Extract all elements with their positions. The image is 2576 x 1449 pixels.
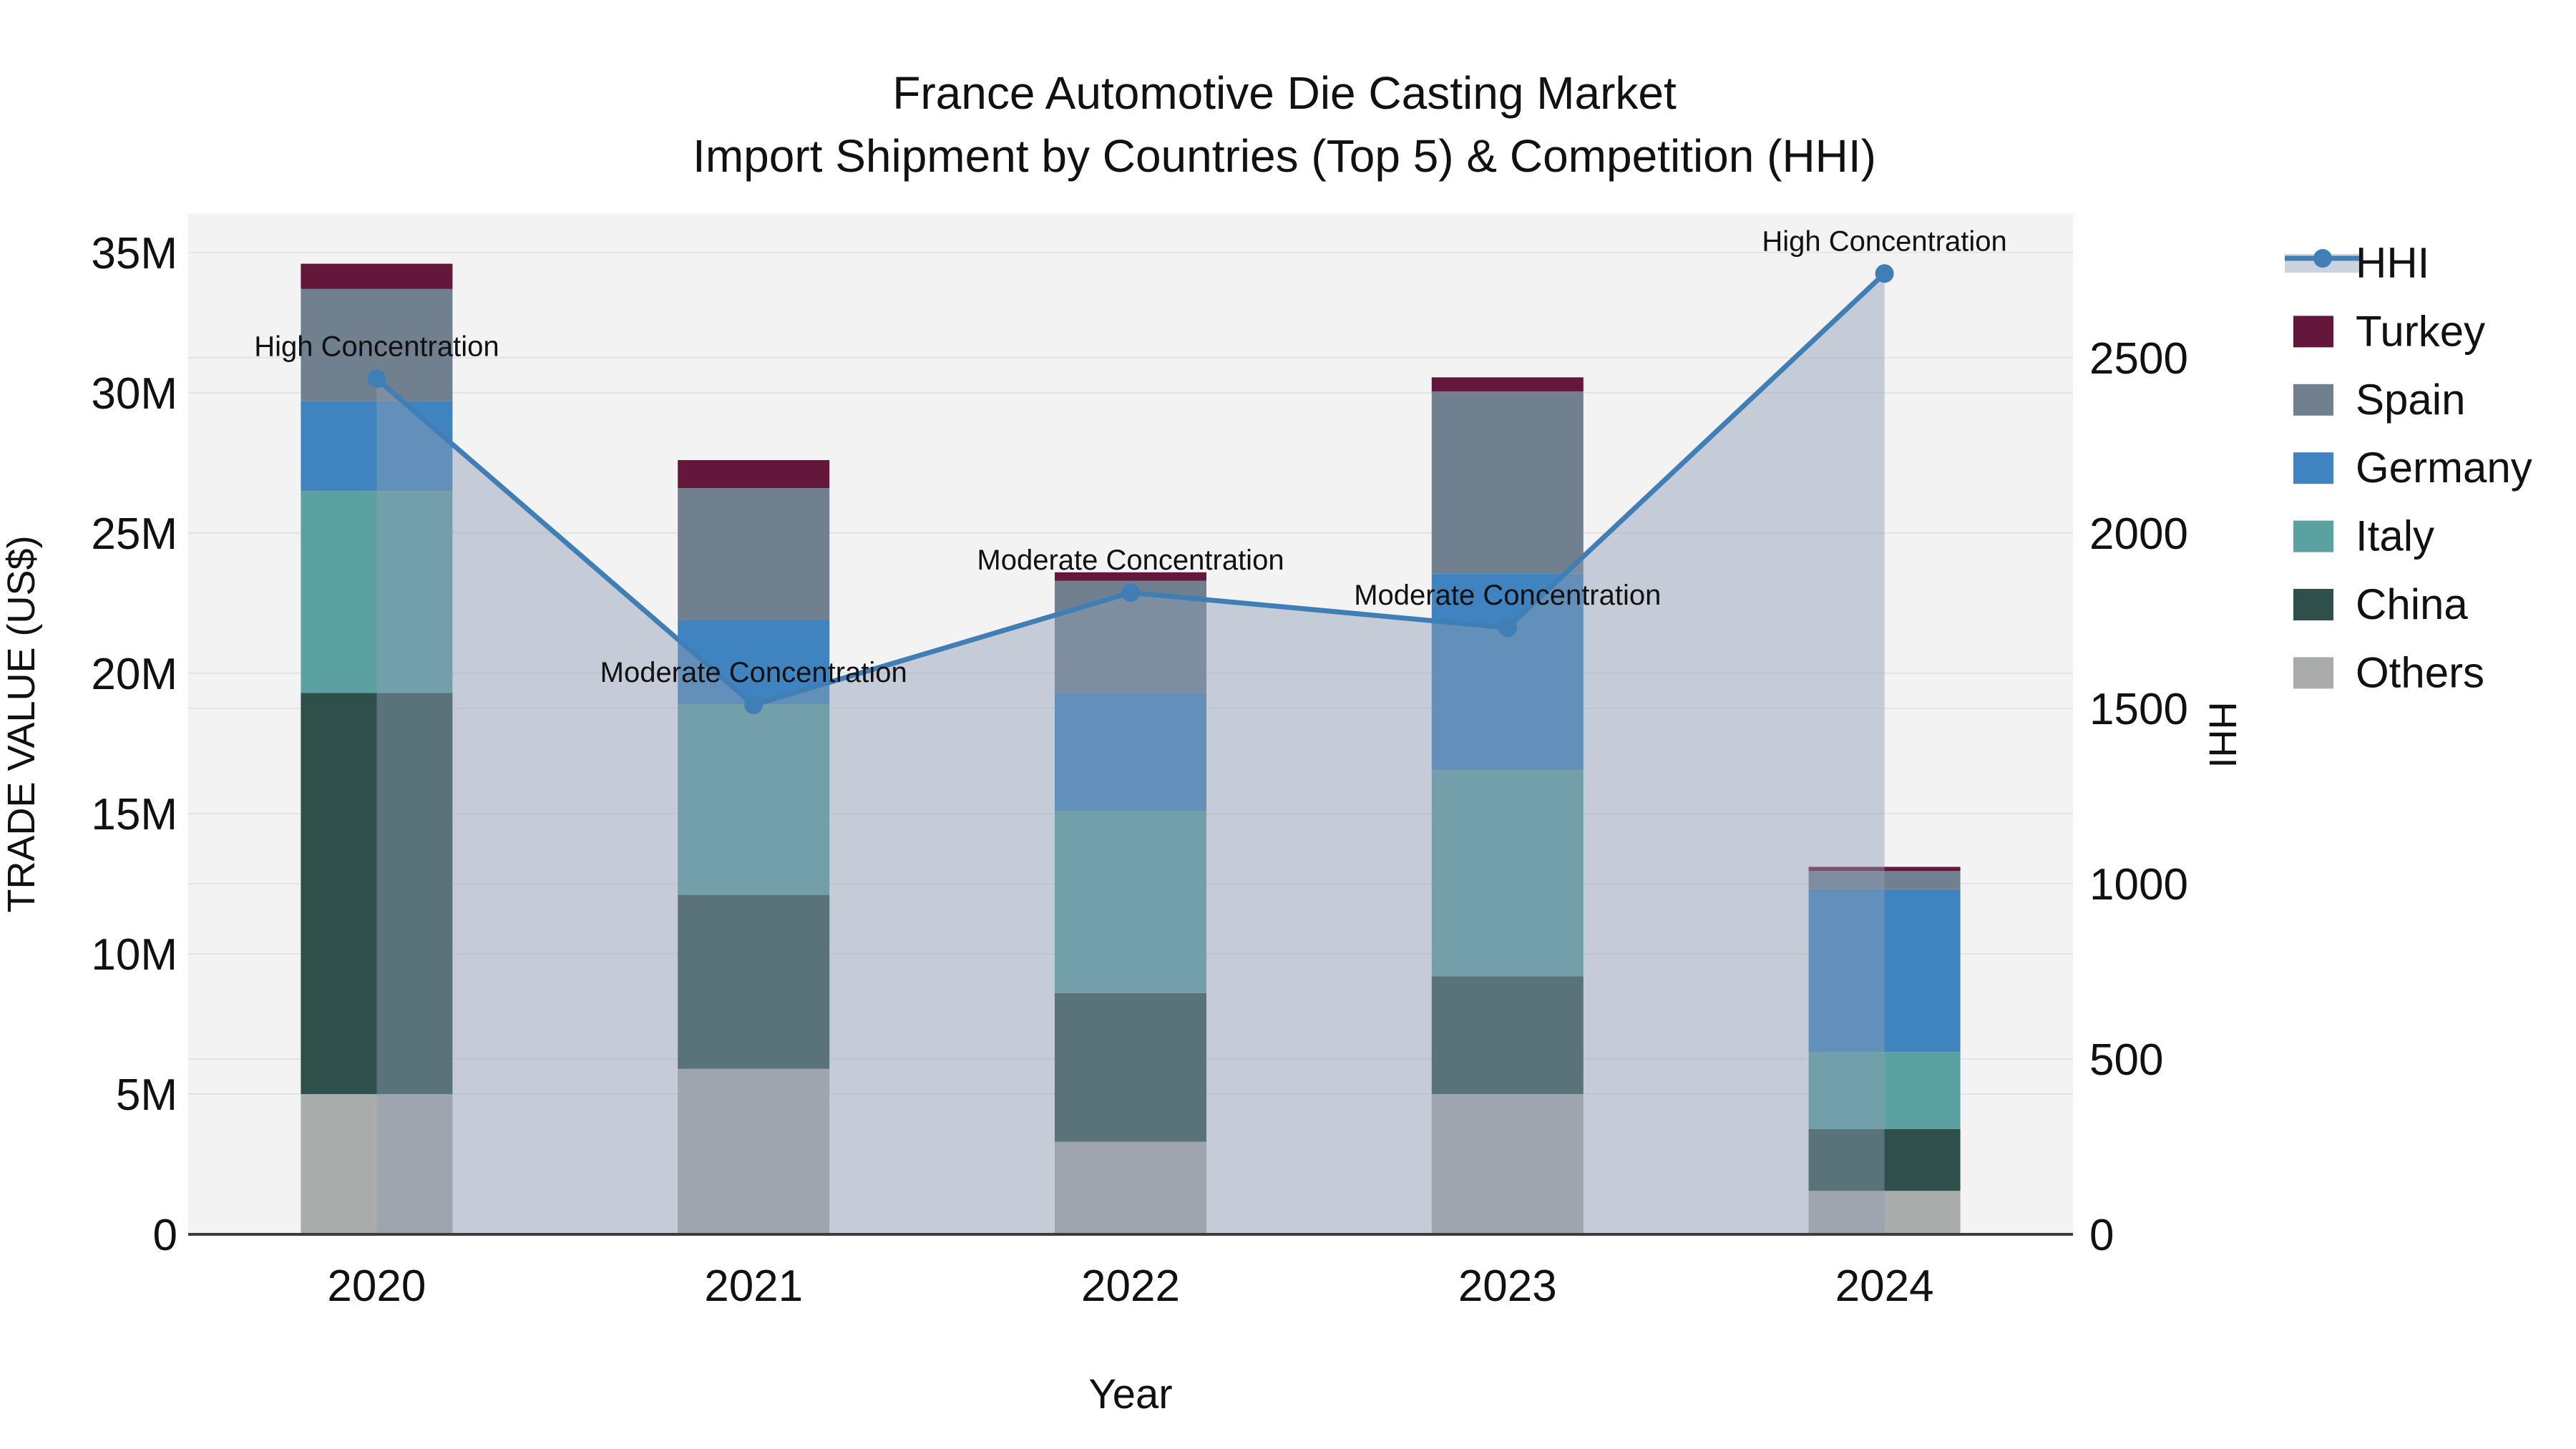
bar-segment-others-2022[interactable] [1055, 1141, 1206, 1234]
legend-item-italy[interactable]: Italy [2293, 512, 2434, 560]
y-right-tick-500: 500 [2089, 1035, 2163, 1085]
bar-segment-spain-2023[interactable] [1431, 391, 1584, 574]
legend-item-spain[interactable]: Spain [2293, 376, 2465, 424]
y-right-tick-1000: 1000 [2089, 860, 2188, 909]
stacked-bars [301, 263, 1961, 1234]
bar-segment-others-2020[interactable] [301, 1093, 453, 1234]
legend-label-china: China [2356, 580, 2468, 628]
legend-swatch-germany [2293, 452, 2333, 484]
y-left-tick-5M: 5M [116, 1070, 177, 1120]
bar-segment-italy-2023[interactable] [1431, 770, 1584, 977]
legend-swatch-others [2293, 657, 2333, 689]
y-right-tick-1500: 1500 [2089, 685, 2188, 734]
legend-item-turkey[interactable]: Turkey [2293, 307, 2485, 355]
hhi-area [376, 273, 1885, 1234]
bar-segment-spain-2021[interactable] [678, 488, 830, 620]
tick-labels: 0 5M 10M 15M 20M 25M 30M 35M 0 500 1000 1500 2000 250… [91, 229, 2188, 1311]
legend-hhi-marker-swatch [2313, 249, 2332, 268]
x-tick-2023: 2023 [1458, 1262, 1557, 1311]
annotation-2021: Moderate Concentration [600, 657, 907, 688]
hhi-line-layer [367, 264, 1894, 715]
y-left-tick-25M: 25M [91, 509, 177, 559]
annotations: High Concentration Moderate Concentration… [254, 225, 2007, 688]
bar-segment-turkey-2020[interactable] [301, 263, 453, 289]
legend-item-china[interactable]: China [2293, 580, 2468, 628]
bar-segment-china-2023[interactable] [1431, 976, 1584, 1094]
bar-segment-others-2024[interactable] [1808, 1191, 1961, 1234]
legend: HHI Turkey Spain Germany Italy China Others [2285, 239, 2532, 696]
bar-segment-germany-2024[interactable] [1808, 889, 1961, 1053]
legend-swatch-spain [2293, 384, 2333, 416]
chart-title-line1: France Automotive Die Casting Market [892, 67, 1677, 119]
y-right-tick-0: 0 [2089, 1211, 2114, 1260]
legend-label-italy: Italy [2356, 512, 2434, 560]
legend-label-hhi: HHI [2356, 239, 2429, 287]
bar-segment-italy-2024[interactable] [1808, 1052, 1961, 1129]
legend-swatch-italy [2293, 520, 2333, 552]
y-left-tick-10M: 10M [91, 930, 177, 980]
hhi-area-fill [376, 273, 1885, 1234]
y-left-tick-0: 0 [153, 1211, 177, 1260]
legend-item-others[interactable]: Others [2293, 648, 2484, 696]
bar-segment-italy-2020[interactable] [301, 491, 453, 693]
bar-segment-germany-2023[interactable] [1431, 573, 1584, 771]
bar-segment-italy-2022[interactable] [1055, 811, 1206, 993]
y-left-tick-15M: 15M [91, 790, 177, 839]
bar-segment-germany-2022[interactable] [1055, 693, 1206, 811]
x-tick-2020: 2020 [327, 1262, 426, 1311]
bar-segment-china-2024[interactable] [1808, 1128, 1961, 1191]
hhi-marker-2024[interactable] [1875, 264, 1894, 283]
legend-label-turkey: Turkey [2356, 307, 2485, 355]
bar-segment-spain-2024[interactable] [1808, 871, 1961, 889]
legend-label-germany: Germany [2356, 444, 2532, 492]
bar-segment-turkey-2023[interactable] [1431, 377, 1584, 391]
legend-label-others: Others [2356, 648, 2484, 696]
hhi-marker-2020[interactable] [367, 369, 386, 389]
hhi-marker-2022[interactable] [1121, 583, 1140, 602]
bar-segment-turkey-2022[interactable] [1055, 572, 1206, 581]
legend-swatch-china [2293, 589, 2333, 620]
bar-segment-china-2020[interactable] [301, 693, 453, 1094]
x-tick-2021: 2021 [704, 1262, 803, 1311]
annotation-2020: High Concentration [254, 331, 499, 362]
bar-segment-turkey-2024[interactable] [1808, 867, 1961, 872]
x-axis-title: Year [1088, 1371, 1172, 1418]
bar-segment-others-2023[interactable] [1431, 1093, 1584, 1234]
legend-swatch-turkey [2293, 316, 2333, 348]
y-right-axis-title: HHI [2201, 702, 2244, 769]
bar-segment-china-2022[interactable] [1055, 992, 1206, 1142]
bar-segment-italy-2021[interactable] [678, 704, 830, 895]
hhi-marker-2023[interactable] [1498, 618, 1517, 638]
bar-segment-germany-2020[interactable] [301, 401, 453, 492]
y-right-tick-2000: 2000 [2089, 509, 2188, 559]
y-left-tick-20M: 20M [91, 650, 177, 699]
y-right-tick-2500: 2500 [2089, 334, 2188, 384]
bar-segment-china-2021[interactable] [678, 894, 830, 1069]
bar-segment-others-2021[interactable] [678, 1068, 830, 1234]
annotation-2024: High Concentration [1762, 225, 2006, 257]
x-tick-2024: 2024 [1835, 1262, 1934, 1311]
annotation-2022: Moderate Concentration [977, 545, 1284, 576]
annotation-2023: Moderate Concentration [1354, 580, 1661, 611]
x-tick-2022: 2022 [1081, 1262, 1180, 1311]
hhi-marker-2021[interactable] [744, 696, 763, 715]
legend-item-hhi[interactable]: HHI [2285, 239, 2429, 287]
bar-segment-turkey-2021[interactable] [678, 459, 830, 489]
y-left-tick-30M: 30M [91, 369, 177, 419]
legend-item-germany[interactable]: Germany [2293, 444, 2532, 492]
y-left-tick-35M: 35M [91, 229, 177, 278]
legend-label-spain: Spain [2356, 376, 2465, 424]
y-left-axis-title: TRADE VALUE (US$) [0, 535, 43, 912]
chart-title-line2: Import Shipment by Countries (Top 5) & C… [693, 130, 1876, 182]
